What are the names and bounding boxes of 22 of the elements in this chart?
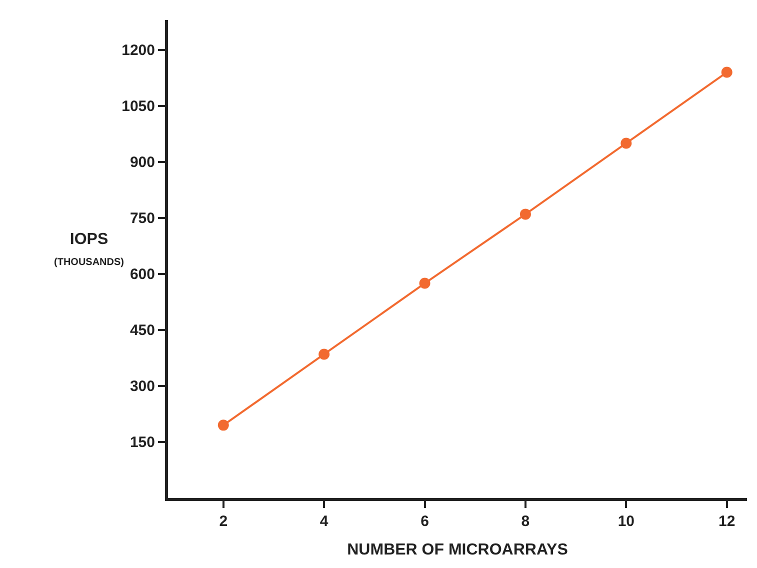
- point: [218, 420, 229, 431]
- y-tick-label: 750: [130, 210, 155, 228]
- x-tick-label: 10: [618, 513, 635, 530]
- x-tick-label: 6: [420, 513, 429, 530]
- y-tick-label: 300: [130, 378, 155, 396]
- x-tick-label: 12: [718, 513, 736, 530]
- x-axis-title: NUMBER OF MICROARRAYS: [347, 542, 568, 559]
- point: [318, 348, 330, 360]
- point: [419, 278, 430, 289]
- point: [620, 138, 632, 149]
- point: [721, 66, 732, 78]
- y-tick-label: 600: [130, 266, 155, 284]
- y-tick-label: 1200: [122, 42, 155, 60]
- y-tick-label: 150: [130, 434, 155, 452]
- point: [520, 208, 531, 220]
- x-tick-label: 4: [320, 513, 329, 530]
- y-axis-title: IOPS (THOUSANDS): [54, 231, 124, 268]
- y-tick-label: 900: [130, 154, 155, 172]
- x-tick-label: 8: [521, 513, 530, 530]
- x-tick-label: 2: [219, 513, 228, 530]
- y-tick-label: 450: [130, 322, 155, 340]
- y-tick-label: 1050: [122, 98, 155, 116]
